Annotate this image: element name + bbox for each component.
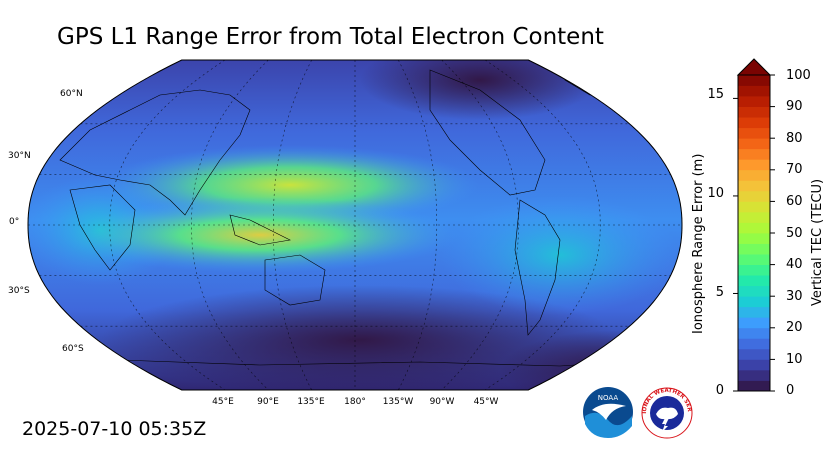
colorbar-extend-arrow [736, 58, 772, 76]
colorbar-segment [738, 75, 770, 86]
colorbar-segment [738, 359, 770, 371]
colorbar-segment [738, 243, 770, 255]
noaa-logo-text: NOAA [598, 394, 619, 402]
timestamp: 2025-07-10 05:35Z [22, 418, 207, 440]
lon-label-135w: 135°W [382, 397, 414, 407]
right-tick-100: 100 [786, 68, 811, 83]
colorbar-segment [738, 169, 770, 181]
right-tick-20: 20 [786, 320, 803, 335]
noaa-logo: NOAA [583, 387, 633, 438]
colorbar-segment [738, 148, 770, 160]
colorbar-segment [738, 233, 770, 244]
colorbar-segments [738, 75, 770, 392]
lon-label-135e: 135°E [297, 397, 325, 407]
colorbar-segment [738, 275, 770, 287]
left-tick-0: 0 [715, 383, 724, 398]
left-axis-label: Ionosphere Range Error (m) [691, 153, 706, 334]
colorbar-segment [738, 285, 770, 297]
colorbar-segment [738, 348, 770, 360]
lon-label-45e: 45°E [212, 397, 234, 407]
right-tick-40: 40 [786, 257, 803, 272]
right-tick-60: 60 [786, 194, 803, 209]
colorbar-segment [738, 127, 770, 139]
lon-label-45w: 45°W [473, 397, 499, 407]
meridian-line [109, 59, 226, 391]
lat-label-30n: 30°N [8, 151, 31, 161]
colorbar-segment [738, 369, 770, 381]
colorbar-segment [738, 180, 770, 192]
lon-label-90w: 90°W [429, 397, 455, 407]
colorbar-segment [738, 317, 770, 329]
colorbar-segment [738, 211, 770, 223]
colorbar-segment [738, 106, 770, 118]
colorbar-segment [738, 190, 770, 202]
colorbar-segment [738, 338, 770, 350]
meridian-line [484, 59, 601, 391]
left-tick-15: 15 [707, 87, 724, 102]
nws-logo: NATIONAL WEATHER SERVICE [640, 386, 693, 439]
right-tick-50: 50 [786, 226, 803, 241]
globe-outline [27, 59, 683, 391]
right-tick-10: 10 [786, 352, 803, 367]
colorbar-segment [738, 222, 770, 234]
colorbar-segment [738, 264, 770, 276]
colorbar-segment [738, 327, 770, 339]
meridian-line [441, 59, 519, 391]
right-tick-30: 30 [786, 289, 803, 304]
colorbar-segment [738, 296, 770, 308]
lat-label-eq: 0° [9, 217, 20, 227]
lon-label-90e: 90°E [257, 397, 279, 407]
right-axis-label: Vertical TEC (TECU) [810, 178, 825, 306]
lat-label-60s: 60°S [62, 344, 84, 354]
colorbar-segment [738, 380, 770, 392]
colorbar-segment [738, 96, 770, 107]
left-tick-10: 10 [707, 186, 724, 201]
lon-label-180: 180° [344, 397, 366, 407]
left-tick-5: 5 [715, 285, 724, 300]
meridian-line [398, 59, 438, 391]
colorbar-segment [738, 306, 770, 318]
lat-label-30s: 30°S [8, 286, 30, 296]
meridian-line [191, 59, 269, 391]
chart-title: GPS L1 Range Error from Total Electron C… [57, 24, 604, 50]
colorbar-segment [738, 159, 770, 171]
meridian-line [273, 59, 312, 391]
colorbar-ticks [733, 74, 775, 392]
colorbar-segment [738, 254, 770, 265]
colorbar-segment [738, 117, 770, 129]
lat-label-60n: 60°N [60, 89, 83, 99]
right-tick-90: 90 [786, 99, 803, 114]
colorbar-segment [738, 138, 770, 150]
colorbar-segment [738, 85, 770, 97]
colorbar-segment [738, 201, 770, 213]
right-tick-0: 0 [786, 383, 795, 398]
right-tick-70: 70 [786, 162, 803, 177]
right-tick-80: 80 [786, 131, 803, 146]
